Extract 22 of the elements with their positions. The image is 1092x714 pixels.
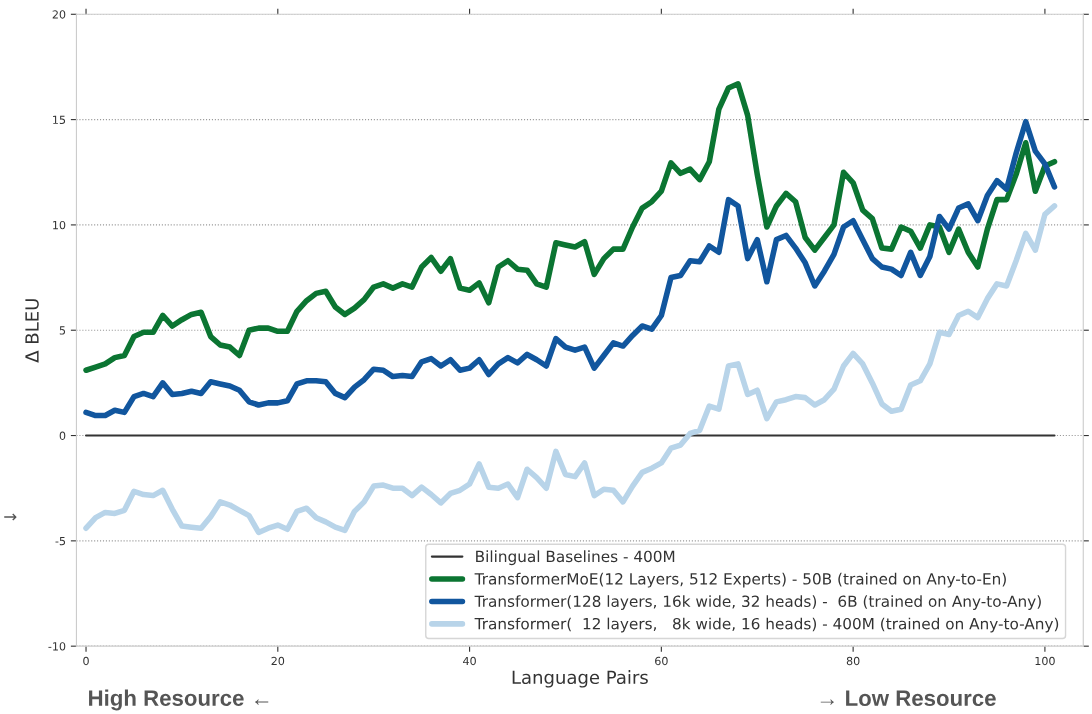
- y-tick-label: 10: [53, 220, 66, 230]
- y-axis-title: Δ BLEU: [25, 299, 39, 363]
- x-tick-label: 0: [83, 656, 89, 666]
- y-tick-label: -5: [55, 536, 66, 546]
- legend-label: Transformer(128 layers, 16k wide, 32 heads) - 6B (trained on Any-to-Any): [474, 595, 1041, 610]
- legend-label: Bilingual Baselines - 400M: [476, 550, 675, 566]
- x-tick-label: 80: [846, 656, 860, 666]
- y-tick-label: 15: [53, 115, 66, 124]
- y-tick-label: 0: [59, 431, 66, 440]
- y-tick-label: -10: [48, 642, 66, 651]
- x-axis-title: Language Pairs: [512, 670, 648, 688]
- x-tick-label: 40: [463, 656, 476, 666]
- y-tick-label: 5: [59, 326, 66, 335]
- legend-label: TransformerMoE(12 Layers, 512 Experts) - 50B (trained on Any-to-En): [474, 572, 1006, 588]
- x-tick-label: 20: [271, 656, 285, 666]
- text: High Resource ←: [89, 689, 269, 711]
- text: → Low Resource: [820, 690, 996, 707]
- x-tick-label: 60: [655, 656, 668, 666]
- x-tick-label: 100: [1035, 656, 1055, 666]
- y-tick-label: 20: [52, 10, 66, 19]
- text: →: [4, 513, 17, 521]
- legend-label: Transformer( 12 layers, 8k wide, 16 heads) - 400M (trained on Any-to-Any): [474, 617, 1059, 633]
